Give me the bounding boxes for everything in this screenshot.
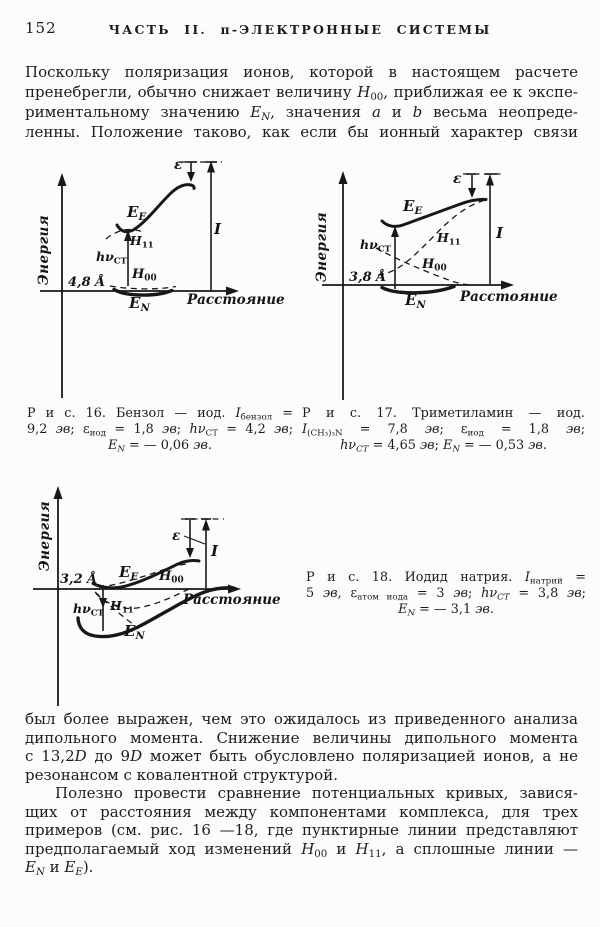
fig16-ionization-arrowhead (207, 161, 215, 173)
fig16-distance-axis-arrowhead (226, 286, 239, 296)
fig17-ee-curve (380, 197, 488, 228)
fig17-diagram (322, 171, 514, 400)
fig16-distance-axis-label: Расстояние (187, 292, 285, 308)
fig16-hvct-label: hνCT (96, 249, 127, 267)
fig18-ee-label: EE (119, 563, 139, 584)
fig17-equilibrium-distance: 3,8 Å (349, 270, 387, 285)
fig17-energy-axis-label: Энергия (314, 211, 330, 283)
chapter-header: ЧАСТЬ II. π-ЭЛЕКТРОННЫЕ СИСТЕМЫ (108, 22, 492, 37)
fig18-hvct-label: hνCT (73, 601, 104, 619)
fig17-energy-axis-arrowhead (338, 171, 348, 184)
figure-17-caption: Р и с. 17. Триметиламин — иод. I(CH₃)₃N =… (302, 406, 586, 455)
figure-16: Энергия Расстояние 4,8 Å EE H11 hνCT H00… (30, 153, 310, 403)
fig17-h11-label: H11 (437, 230, 461, 248)
fig17-epsilon-label: ε (453, 171, 462, 187)
fig18-epsilon-arrowhead (186, 548, 194, 558)
fig18-energy-axis-label: Энергия (37, 500, 53, 572)
fig18-h00-label: H00 (159, 569, 184, 586)
fig17-hvct-arrowhead (391, 226, 399, 237)
fig18-en-curve (76, 586, 236, 639)
fig18-en-label: EN (124, 622, 145, 643)
figure-18: Энергия Расстояние 3,2 Å EE H00 H11 hνCT… (25, 480, 305, 710)
fig18-diagram (33, 486, 241, 706)
fig18-ionization-arrowhead (202, 519, 210, 531)
fig16-h00-dashed-curve (109, 285, 177, 290)
fig16-en-curve (112, 287, 174, 297)
paragraph-curve-comparison: Полезно провести сравнение потенциальных… (25, 784, 578, 879)
fig17-hvct-label: hνCT (360, 237, 391, 255)
fig16-epsilon-arrowhead (187, 172, 195, 182)
fig16-ee-label: EE (127, 203, 147, 224)
fig17-distance-axis-arrowhead (501, 280, 514, 290)
fig17-ee-label: EE (403, 197, 423, 218)
bottom-text-block: был более выражен, чем это ожидалось из … (25, 710, 578, 879)
fig18-equilibrium-distance: 3,2 Å (60, 572, 98, 587)
fig17-epsilon-arrowhead (468, 188, 476, 198)
fig18-h11-branch-dashed (94, 591, 136, 627)
fig18-distance-axis-label: Расстояние (183, 592, 281, 608)
fig18-energy-axis-arrowhead (53, 486, 63, 499)
fig16-energy-axis-arrowhead (57, 173, 67, 186)
fig18-epsilon-leader-line (183, 535, 206, 545)
fig18-epsilon-label: ε (172, 528, 181, 544)
fig17-ionization-label: I (496, 224, 504, 242)
fig16-epsilon-label: ε (174, 157, 183, 173)
fig18-hvct-arrowhead (99, 598, 107, 608)
fig16-en-label: EN (129, 294, 150, 315)
fig16-h11-dashed-curve (105, 228, 146, 240)
fig16-energy-axis-label: Энергия (36, 214, 52, 286)
fig18-ionization-label: I (211, 542, 219, 560)
figure-16-caption: Р и с. 16. Бензол — иод. Iбензол = 9,2 эв… (27, 406, 294, 455)
figure-17: Энергия Расстояние 3,8 Å EE H11 hνCT H00… (300, 153, 590, 403)
fig16-equilibrium-distance: 4,8 Å (68, 275, 106, 290)
fig17-h00-label: H00 (422, 257, 447, 274)
paragraph-dipole-moment: был более выражен, чем это ожидалось из … (25, 710, 578, 784)
fig16-h00-label: H00 (132, 267, 157, 284)
figure-18-caption: Р и с. 18. Иодид натрия. Iнатрий = 5 эв, … (306, 570, 586, 619)
fig18-h00-dashed-curve (98, 562, 190, 589)
fig16-h11-label: H11 (130, 233, 154, 251)
fig16-hvct-arrowhead (124, 230, 132, 241)
page-number: 152 (25, 19, 57, 37)
fig16-diagram (40, 161, 239, 398)
fig18-ee-curve (91, 559, 201, 590)
fig17-en-curve (380, 284, 456, 295)
fig17-en-label: EN (405, 291, 426, 312)
fig16-ionization-label: I (214, 220, 222, 238)
fig17-distance-axis-label: Расстояние (460, 289, 558, 305)
paragraph-intro: Поскольку поляризация ионов, которой в н… (25, 63, 579, 141)
fig18-h11-label: H11 (110, 598, 134, 616)
fig17-ionization-arrowhead (486, 174, 494, 186)
